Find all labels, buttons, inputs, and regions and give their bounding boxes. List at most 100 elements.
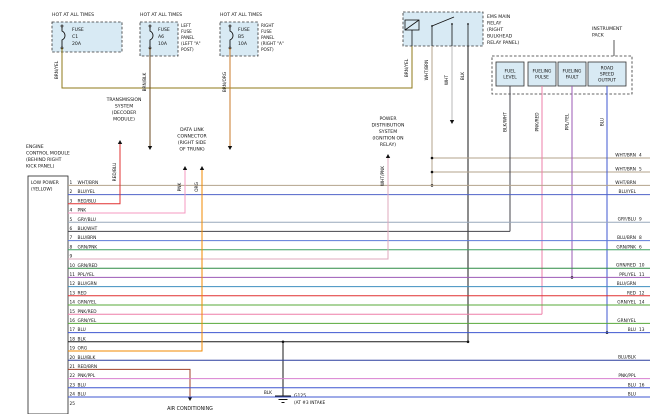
arrow-down: [449, 120, 455, 124]
fuse-symbol: [149, 26, 154, 48]
pin-wire-label: BLU: [78, 392, 86, 398]
power-distribution-label: DISTRIBUTION: [372, 123, 405, 129]
data-link-connector-label: (RIGHT SIDE: [178, 140, 206, 146]
pin-number: 9: [70, 254, 73, 260]
edge-wire-label: BLU: [628, 382, 636, 388]
pin-wire-label: BLU/BRN: [78, 235, 97, 241]
pin-number: 5: [70, 217, 73, 223]
pin-wire-label: GRN/YEL: [78, 318, 97, 324]
pin-wire-label: PPL/YEL: [78, 272, 95, 278]
air-conditioning-label: AIR CONDITIONING: [167, 406, 213, 412]
edge-wire-label: PPL/YEL: [619, 272, 636, 278]
edge-wire-label: GRY/BLU: [618, 217, 636, 223]
pin-number: 4: [70, 208, 73, 214]
arrow-up: [182, 166, 188, 170]
pin-wire: [68, 141, 121, 205]
rotated-wire-label: RED/BLU: [112, 163, 118, 182]
power-distribution-label: RELAY): [380, 142, 396, 148]
hot-at-all-times-label: HOT AT ALL TIMES: [220, 12, 262, 18]
rotated-wire-label: BLK/WHT: [503, 112, 509, 132]
ecm-box: [27, 175, 69, 414]
ecm-label: KICK PANEL): [26, 164, 55, 170]
pin-wire-label: RED: [78, 290, 88, 296]
data-link-connector-label: OF TRUNK): [179, 147, 205, 153]
relay-coil-diagonal: [404, 19, 420, 31]
fuse-terminal: [60, 24, 64, 28]
pin-number: 24: [70, 392, 76, 398]
pin-wire-label: PNK/RED: [78, 309, 98, 315]
instrument-pack-box: [491, 55, 633, 95]
rotated-wire-label: WHT: [444, 75, 450, 85]
pin-wire-label: WHT/BRN: [78, 180, 99, 186]
rotated-wire-label: WHT/PNK: [380, 166, 386, 186]
fuse-label: C1: [72, 34, 78, 40]
fuse-label: 10A: [238, 41, 248, 47]
pin-wire-label: PNK/PPL: [78, 373, 96, 379]
power-distribution-label: (IGNITION ON: [372, 136, 403, 142]
fuse-label: FUSE: [72, 27, 84, 33]
edge-wire-label: WHT/BRN: [615, 153, 636, 159]
arrow-down: [227, 146, 233, 150]
junction-dot: [430, 156, 434, 160]
pin-number: 18: [70, 336, 76, 342]
transmission-system-label: MODULE): [113, 117, 135, 123]
fuse-label: 10A: [158, 41, 168, 47]
relay-switch-arm: [431, 16, 455, 27]
power-distribution-label: POWER: [379, 116, 397, 122]
pin-wire-label: RED/BLU: [78, 198, 97, 204]
edge-ref: 16: [639, 382, 645, 388]
pin-number: 16: [70, 318, 76, 324]
ground-note: (AT #3 INTAKE: [294, 400, 326, 406]
fuse-panel-note: (RIGHT "A": [261, 41, 284, 46]
fuse-box: [219, 21, 259, 57]
transmission-system-label: (DECODER: [112, 110, 137, 116]
instrument-unit-label: SPEED: [600, 72, 615, 78]
hot-at-all-times-label: HOT AT ALL TIMES: [52, 12, 94, 18]
pin-number: 13: [70, 290, 76, 296]
relay-terminal: [431, 25, 433, 27]
rotated-wire-label: BRN/ORG: [222, 72, 228, 92]
rotated-wire-label: PNK/RED: [535, 112, 541, 132]
instrument-pack-label: PACK: [592, 33, 605, 39]
pin-number: 7: [70, 235, 73, 241]
edge-ref: 8: [639, 235, 642, 241]
pin-wire: [68, 167, 186, 214]
edge-wire-label: PNK/PPL: [618, 373, 636, 379]
fuse-feed-wire: [61, 46, 413, 89]
pin-wire-label: BLU/BLK: [78, 355, 96, 361]
pin-wire: [68, 155, 389, 260]
pin-wire-label: BLU: [78, 382, 86, 388]
power-distribution-label: SYSTEM: [379, 129, 397, 135]
ecm-mode-label: LOW POWER: [31, 180, 59, 186]
data-link-connector-label: DATA LINK: [180, 127, 205, 133]
instrument-pack-label: INSTRUMENT: [592, 26, 622, 32]
arrow-down: [147, 146, 153, 150]
fuse-box: [139, 21, 179, 57]
rotated-wire-label: BLK: [460, 72, 466, 80]
rotated-wire-label: PNK: [177, 183, 183, 192]
fuse-panel-note: PANEL: [181, 35, 195, 40]
fuse-panel-note: LEFT: [181, 23, 191, 28]
instrument-unit-label: FUEL: [505, 69, 517, 75]
fuse-panel-note: PANEL: [261, 35, 275, 40]
edge-wire-label: RED: [627, 290, 637, 296]
relay-label: BULKHEAD: [487, 34, 513, 40]
pin-number: 19: [70, 346, 76, 352]
pin-number: 12: [70, 281, 76, 287]
fuse-box: [51, 21, 123, 53]
instrument-unit-label: PULSE: [535, 75, 549, 81]
relay-box: [402, 11, 484, 47]
edge-ref: 12: [639, 290, 645, 296]
relay-label: RELAY PANEL): [487, 40, 519, 46]
pin-number: 20: [70, 355, 76, 361]
rotated-wire-label: BRN/YEL: [404, 58, 410, 77]
fuse-panel-note: FUSE: [261, 29, 272, 34]
pin-number: 1: [70, 180, 73, 186]
arrow-up: [117, 140, 123, 144]
instrument-unit-label: ROAD: [601, 66, 614, 72]
pin-wire-label: BLK/WHT: [78, 226, 98, 232]
fuse-panel-note: POST): [261, 47, 274, 52]
fuse-terminal: [228, 24, 232, 28]
relay-coil: [404, 19, 420, 31]
